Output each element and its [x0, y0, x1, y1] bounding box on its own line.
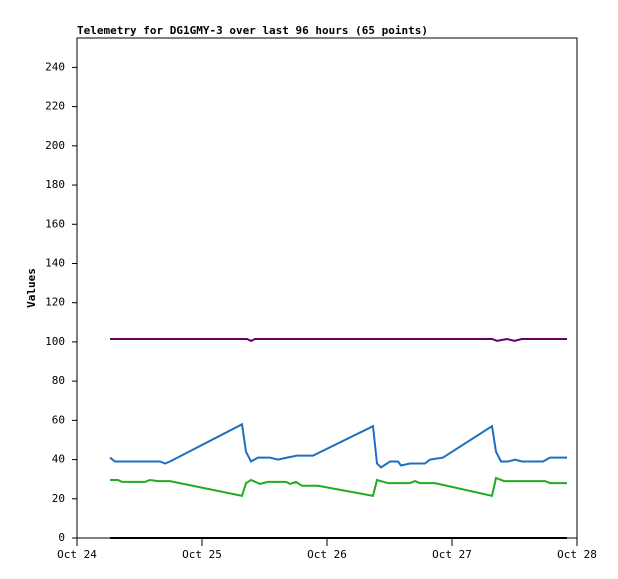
y-tick-label: 140 — [45, 256, 65, 269]
x-tick-label: Oct 28 — [557, 548, 597, 561]
y-tick-label: 220 — [45, 100, 65, 113]
y-tick-label: 200 — [45, 139, 65, 152]
y-tick-label: 60 — [52, 413, 65, 426]
y-tick-label: 180 — [45, 178, 65, 191]
y-tick-label: 80 — [52, 374, 65, 387]
y-tick-label: 160 — [45, 217, 65, 230]
y-tick-label: 120 — [45, 296, 65, 309]
x-tick-label: Oct 24 — [57, 548, 97, 561]
y-axis-label: Values — [25, 268, 38, 308]
series-line — [110, 476, 567, 497]
x-tick-label: Oct 26 — [307, 548, 347, 561]
x-tick-label: Oct 25 — [182, 548, 222, 561]
y-tick-label: 40 — [52, 453, 65, 466]
y-tick-label: 100 — [45, 335, 65, 348]
y-tick-label: 0 — [58, 531, 65, 544]
chart-title: Telemetry for DG1GMY-3 over last 96 hour… — [77, 24, 428, 37]
x-tick-label: Oct 27 — [432, 548, 472, 561]
series-line — [110, 337, 567, 343]
y-tick-label: 20 — [52, 492, 65, 505]
series-line — [109, 422, 567, 469]
y-tick-label: 240 — [45, 60, 65, 73]
